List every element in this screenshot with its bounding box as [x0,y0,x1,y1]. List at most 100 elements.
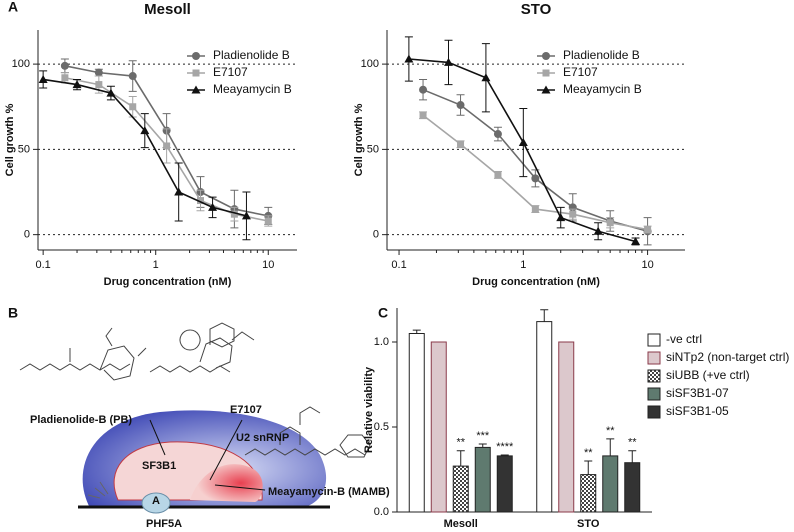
marker [106,88,116,97]
pointer [209,419,243,481]
legend-swatch [647,333,661,347]
y-tick-label: 0.5 [374,421,389,433]
legend-label: Pladienolide B [563,48,640,62]
significance-label: ** [584,447,593,459]
legend-label: siSF3B1-05 [666,404,729,418]
legend-label: siNTp2 (non-target ctrl) [666,350,789,364]
marker [606,219,614,227]
legend-label: siUBB (+ve ctrl) [666,368,750,382]
y-axis-label: Relative viability [363,366,375,453]
y-tick-label: 50 [18,143,30,155]
marker [443,57,453,66]
marker [518,138,528,147]
bar [536,321,553,513]
marker [593,226,603,235]
marker [531,174,540,183]
marker [72,80,82,89]
error-bar [628,450,637,463]
bar [624,462,641,513]
bar [474,446,491,513]
marker [542,69,550,77]
y-tick-label: 0 [24,229,30,241]
y-axis-label: Cell growth % [353,103,365,176]
legend-swatch [647,387,661,401]
diagram-label: PHF5A [146,518,182,530]
marker [197,197,205,205]
marker [95,81,103,89]
legend-swatch [647,405,661,419]
diagram-label: A [152,495,160,507]
panel-label: C [378,305,388,321]
marker [230,210,238,218]
marker [241,211,251,220]
legend-swatch [647,351,661,365]
bar [430,341,447,513]
x-axis-label: Drug concentration (nM) [472,276,600,288]
marker [457,140,465,148]
legend-label: Meayamycin B [213,82,292,96]
marker [60,61,69,70]
error-bar [412,329,421,334]
legend-label: E7107 [213,65,248,79]
x-tick-label: 1 [520,259,526,271]
legend-label: Pladienolide B [213,48,290,62]
x-axis-label: Drug concentration (nM) [104,276,232,288]
x-tick-label: 0.1 [36,259,51,271]
diagram-label: Pladienolide-B (PB) [30,414,132,426]
diagram-label: U2 snRNP [236,432,289,444]
binding-pocket [190,464,263,502]
bar [602,455,619,513]
y-tick-label: 0.0 [374,506,389,518]
legend-label: -ve ctrl [666,332,702,346]
x-tick-label: 10 [641,259,653,271]
legend-label: siSF3B1-07 [666,386,729,400]
marker [494,171,502,179]
marker [38,74,48,83]
molecule-mamb [244,406,371,458]
chart-title: Mesoll [144,1,191,18]
marker [631,236,641,245]
legend-swatch [647,369,661,383]
pointer [149,419,166,456]
molecule-e7107 [149,322,255,373]
bar [580,474,597,513]
significance-label: ** [606,425,615,437]
marker [531,205,539,213]
significance-label: ** [628,437,637,449]
marker [163,142,171,150]
y-tick-label: 100 [361,58,379,70]
marker [191,85,201,94]
bar [496,455,513,513]
significance-label: **** [496,441,514,453]
marker [644,226,652,234]
marker [542,52,550,60]
marker [419,85,428,94]
x-tick-label: 10 [262,259,274,271]
x-tick-label: STO [577,518,600,530]
y-tick-label: 100 [12,58,30,70]
bar [558,341,575,513]
chart-title: STO [521,1,552,18]
phf5a-shape [141,492,171,514]
x-tick-label: 0.1 [391,259,406,271]
panel-label: B [8,305,18,321]
marker [419,111,427,119]
marker [541,85,551,94]
significance-label: *** [476,430,490,442]
marker [192,69,200,77]
marker [128,72,137,81]
marker [456,101,465,110]
molecule-pb [19,327,147,381]
bar [452,465,469,513]
marker [61,74,69,82]
error-bar [456,450,465,467]
marker [192,52,200,60]
marker [481,73,491,82]
diagram-label: E7107 [230,404,262,416]
diagram-label: Meayamycin-B (MAMB) [268,486,390,498]
marker [174,187,184,196]
diagram-label: SF3B1 [142,460,176,472]
marker [556,213,566,222]
y-axis-label: Cell growth % [4,103,16,176]
